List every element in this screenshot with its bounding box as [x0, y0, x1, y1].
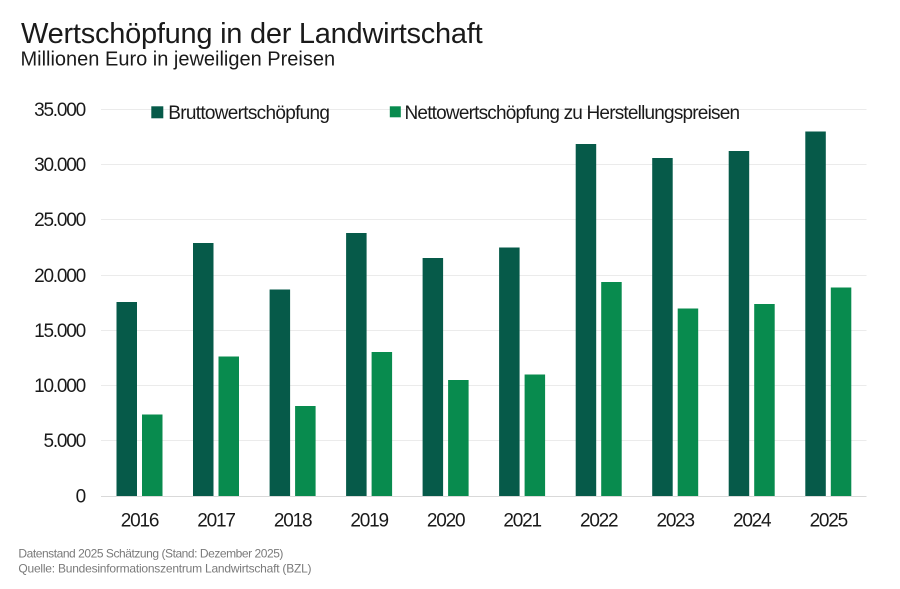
- svg-text:2022: 2022: [580, 511, 618, 532]
- svg-text:Datenstand 2025 Schätzung (Sta: Datenstand 2025 Schätzung (Stand: Dezemb…: [18, 547, 283, 561]
- svg-text:15.000: 15.000: [34, 321, 86, 342]
- svg-text:2019: 2019: [350, 511, 388, 532]
- svg-text:2017: 2017: [197, 511, 235, 532]
- svg-text:Millionen Euro in jeweiligen P: Millionen Euro in jeweiligen Preisen: [21, 49, 336, 71]
- svg-text:2021: 2021: [503, 511, 541, 532]
- svg-text:2020: 2020: [427, 511, 465, 532]
- svg-text:35.000: 35.000: [34, 100, 86, 121]
- svg-text:25.000: 25.000: [34, 210, 86, 231]
- svg-text:10.000: 10.000: [34, 376, 86, 397]
- svg-text:30.000: 30.000: [34, 155, 86, 176]
- svg-text:Quelle: Bundesinformationszent: Quelle: Bundesinformationszentrum Landwi…: [18, 561, 311, 575]
- svg-text:2018: 2018: [274, 511, 312, 532]
- svg-text:2024: 2024: [733, 511, 772, 532]
- svg-text:2016: 2016: [121, 511, 159, 532]
- svg-text:2025: 2025: [810, 511, 848, 532]
- svg-text:20.000: 20.000: [34, 266, 86, 287]
- svg-text:Wertschöpfung in der Landwirts: Wertschöpfung in der Landwirtschaft: [21, 18, 483, 50]
- svg-text:Bruttowertschöpfung: Bruttowertschöpfung: [168, 103, 329, 124]
- svg-text:Nettowertschöpfung zu Herstell: Nettowertschöpfung zu Herstellungspreise…: [405, 103, 740, 124]
- svg-text:0: 0: [76, 487, 86, 508]
- svg-text:5.000: 5.000: [43, 431, 85, 452]
- svg-text:2023: 2023: [656, 511, 694, 532]
